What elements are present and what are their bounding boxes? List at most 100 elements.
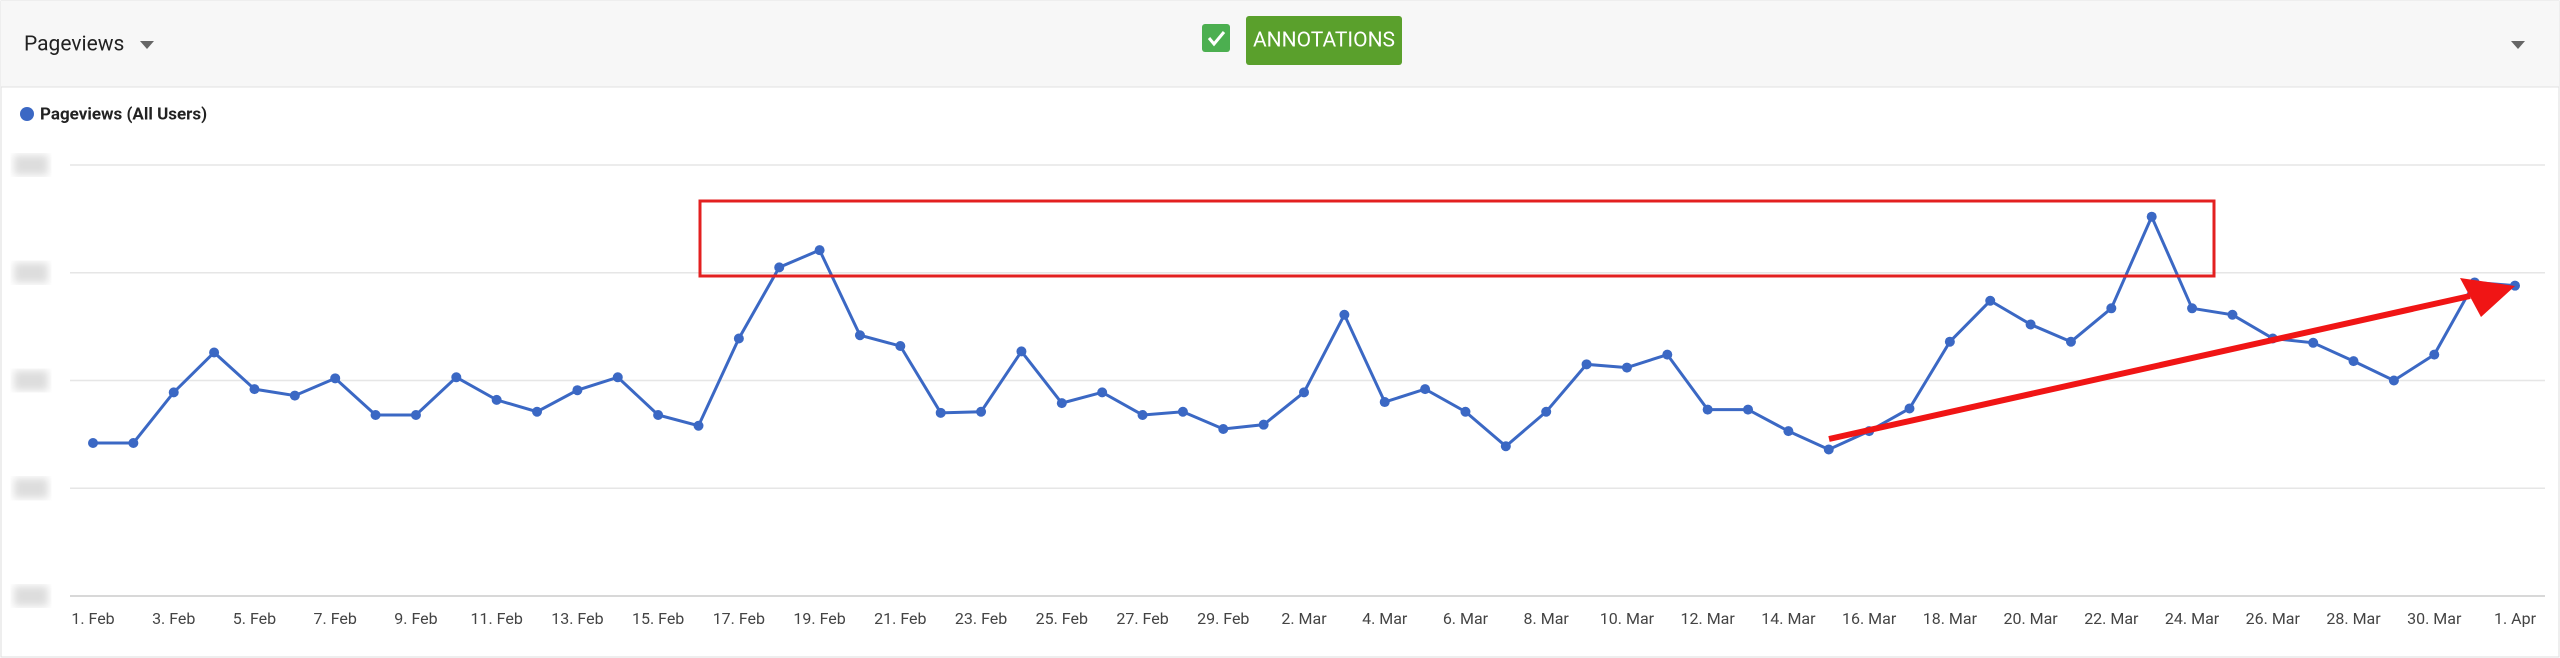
data-point [693,420,704,431]
y-tick-label-blurred [14,370,48,391]
data-point [330,373,341,384]
x-tick-label: 22. Mar [2084,609,2139,628]
y-tick-label-blurred [14,586,48,606]
data-point [572,385,583,396]
data-point [1823,444,1834,455]
data-point [1258,419,1269,430]
data-point [451,372,462,383]
data-point [1097,387,1108,398]
x-tick-label: 30. Mar [2407,609,2462,628]
data-point [612,372,623,383]
metric-dropdown[interactable]: Pageviews [24,33,124,57]
plot: 1. Feb 3. Feb 5. Feb 7. Feb 9. Feb 11. Feb 13.… [14,155,2545,628]
dropdown-arrow[interactable] [140,41,154,49]
data-point [370,409,381,420]
x-tick-label: 4. Mar [1362,609,1408,628]
x-tick-label: 3. Feb [152,609,195,628]
data-point [1420,384,1431,395]
x-tick-label: 1. Feb [71,609,114,628]
x-tick-label: 19. Feb [793,609,845,628]
x-tick-label: 27. Feb [1116,609,1168,628]
data-point [289,390,300,401]
x-tick-label: 7. Feb [314,609,357,628]
x-tick-label: 29. Feb [1197,609,1249,628]
data-point [2146,211,2157,222]
legend-swatch [20,107,34,121]
trend-arrow-shaft [1828,293,2471,442]
x-tick-label: 10. Mar [1600,609,1655,628]
x-tick-label: 14. Mar [1761,609,1816,628]
data-point [410,409,421,420]
menu-arrow[interactable] [2511,41,2525,49]
x-tick-label: 15. Feb [632,609,684,628]
annotations-button[interactable] [1246,16,1402,65]
data-point [1137,409,1148,420]
data-point [1904,403,1915,414]
data-point [128,437,139,448]
x-tick-label: 13. Feb [551,609,603,628]
data-point [1379,397,1390,408]
y-tick-label-blurred [14,478,48,499]
data-point [1500,441,1511,452]
data-point [2187,303,2198,314]
trend-arrow-head [2460,278,2515,317]
data-point [935,407,946,418]
x-tick-label: 2. Mar [1281,609,1327,628]
data-point [88,437,98,448]
x-tick-label: 16. Mar [1842,609,1897,628]
data-point [733,333,744,344]
data-point [1339,309,1350,320]
data-point [1621,362,1632,373]
x-tick-label: 6. Mar [1443,609,1489,628]
x-tick-label: 9. Feb [394,609,437,628]
x-tick-label: 5. Feb [233,609,276,628]
x-tick-label: 26. Mar [2246,609,2301,628]
x-tick-label: 12. Mar [1681,609,1736,628]
highlight-box [698,199,2216,278]
data-point [1944,336,1955,347]
data-point [249,384,260,395]
data-point [653,409,664,420]
x-tick-label: 18. Mar [1923,609,1978,628]
data-point [2227,309,2238,320]
data-point [1016,346,1027,357]
data-point [2106,303,2117,314]
data-point [814,245,825,256]
x-tick-label: 1. Apr [2494,609,2537,628]
y-tick-label-blurred [14,155,48,175]
x-tick-label: 21. Feb [874,609,926,628]
y-tick-label-blurred [14,262,48,283]
data-point [2429,349,2440,360]
data-point [1177,406,1188,417]
x-tick-label: 8. Mar [1524,609,1570,628]
legend-label: Pageviews (All Users) [40,104,207,124]
data-point [2065,336,2076,347]
data-point [532,406,543,417]
data-point [1299,387,1309,398]
data-point [2025,319,2036,330]
data-point [491,394,502,405]
data-point [2348,356,2359,367]
data-point [2308,337,2319,348]
annotations-checkbox[interactable] [1202,24,1230,52]
data-point [168,387,179,398]
data-point [976,406,987,417]
data-point [1985,295,1996,306]
data-point [774,262,785,273]
x-tick-label: 24. Mar [2165,609,2220,628]
data-point [1783,426,1794,437]
data-point [2388,375,2399,386]
x-tick-label: 11. Feb [471,609,523,628]
data-point [1056,398,1067,409]
x-tick-label: 25. Feb [1036,609,1088,628]
data-point [209,347,220,358]
annotations-button-label[interactable]: ANNOTATIONS [1253,29,1395,53]
data-point [1541,406,1552,417]
x-tick-label: 28. Mar [2326,609,2381,628]
data-point [1743,404,1754,415]
data-point [1460,406,1471,417]
data-point [1218,423,1229,434]
